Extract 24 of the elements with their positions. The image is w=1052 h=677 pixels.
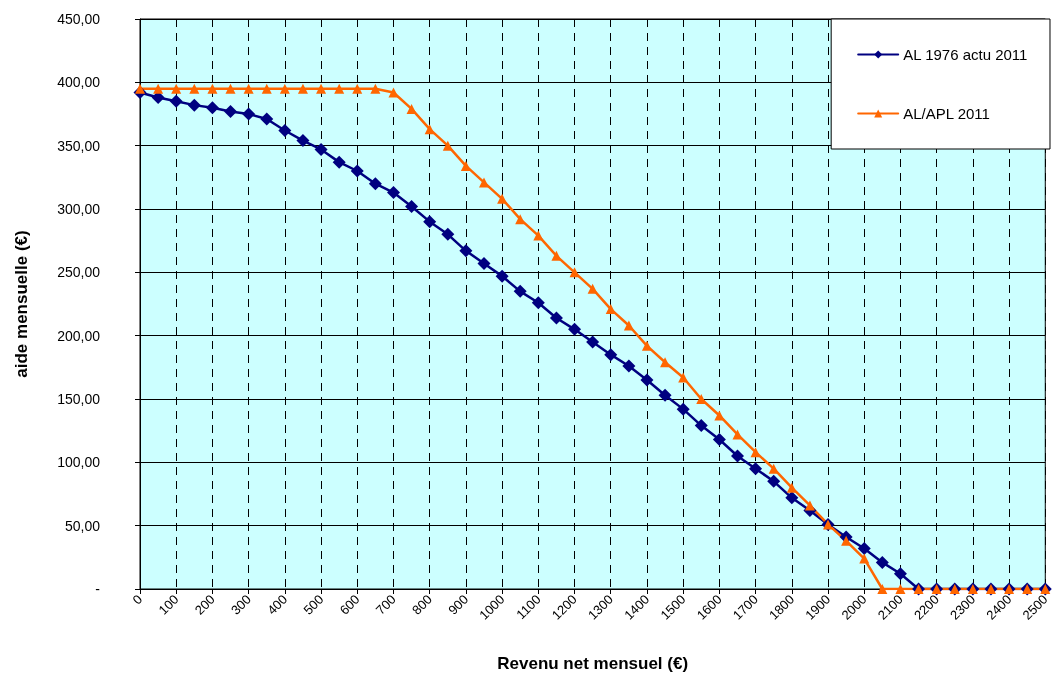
x-tick-label: 700 — [372, 591, 399, 618]
y-axis-title: aide mensuelle (€) — [12, 230, 31, 378]
y-tick-label: 100,00 — [57, 454, 101, 471]
y-tick-label: 200,00 — [57, 327, 101, 344]
legend-label: AL 1976 actu 2011 — [903, 46, 1028, 63]
x-tick-label: 200 — [191, 591, 218, 618]
x-tick-label: 500 — [300, 591, 327, 618]
y-tick-label: 300,00 — [57, 201, 101, 217]
legend-label: AL/APL 2011 — [903, 105, 990, 122]
y-tick-label: 50,00 — [64, 517, 101, 534]
x-tick-label: 100 — [155, 591, 182, 618]
x-tick-label: 600 — [336, 591, 363, 618]
x-axis-title: Revenu net mensuel (€) — [497, 654, 689, 673]
y-tick-label: 150,00 — [57, 391, 101, 407]
y-tick-label: 450,00 — [57, 11, 101, 27]
x-tick-label: 300 — [228, 591, 254, 618]
y-tick-label: 350,00 — [57, 137, 101, 154]
x-tick-label: 900 — [445, 591, 472, 618]
x-tick-label: 0 — [129, 591, 146, 608]
y-tick-label: 250,00 — [57, 264, 101, 281]
y-tick-label: 400,00 — [57, 74, 101, 91]
x-tick-label: 400 — [264, 591, 291, 618]
x-tick-label: 800 — [409, 591, 435, 618]
y-tick-label: - — [95, 581, 101, 597]
